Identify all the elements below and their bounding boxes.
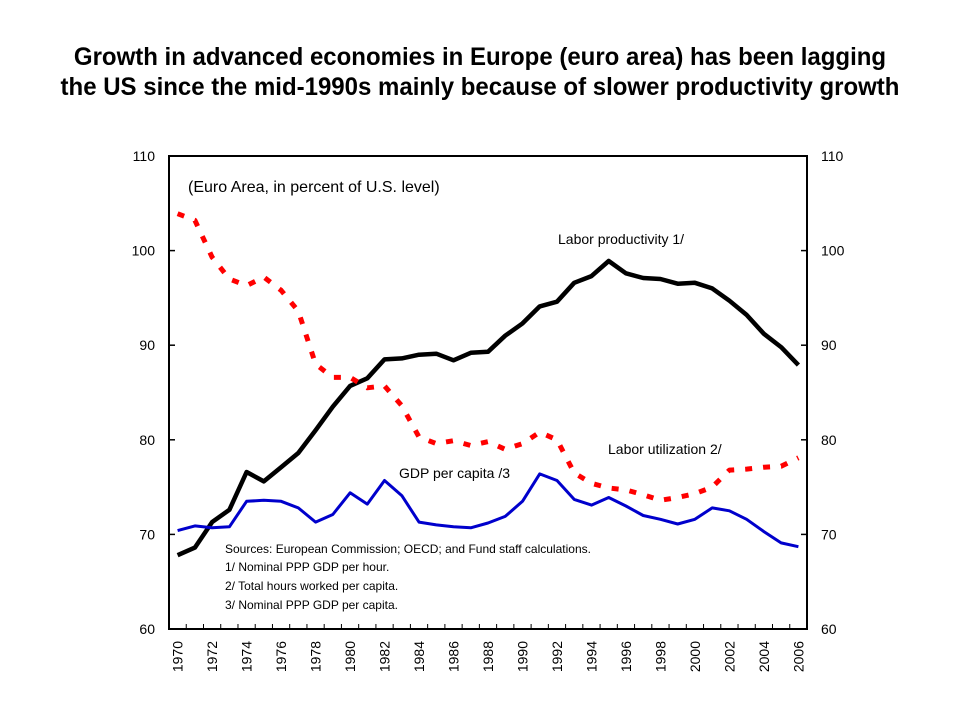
x-tick-label: 1970 [170, 641, 186, 672]
x-tick-label: 1984 [411, 641, 427, 672]
x-tick-label: 1980 [342, 641, 358, 672]
note-1: 1/ Nominal PPP GDP per hour. [225, 560, 389, 574]
x-tick-label: 2006 [790, 641, 806, 672]
plot-frame [168, 155, 808, 630]
x-tick-label: 1986 [446, 641, 462, 672]
x-tick-label: 2004 [756, 641, 772, 672]
y-tick-label-left: 80 [139, 432, 155, 448]
y-tick-label-left: 100 [132, 243, 156, 259]
x-tick-label: 1982 [377, 641, 393, 672]
series-line-labor-utilization-2 [176, 211, 800, 503]
notes: Sources: European Commission; OECD; and … [225, 542, 591, 612]
y-tick-label-left: 70 [139, 526, 155, 542]
series-line-gdp-per-capita-3 [177, 472, 799, 549]
x-tick-label: 1976 [273, 641, 289, 672]
note-2: 2/ Total hours worked per capita. [225, 579, 398, 593]
axes: 60 60 70 70 80 80 90 90 100 100 110 110 1970 1972 1974… [132, 148, 845, 672]
series-layer [176, 211, 801, 558]
y-tick-label-left: 110 [133, 148, 156, 164]
x-tick-label: 1978 [308, 641, 324, 672]
y-tick-label-left: 90 [139, 337, 155, 353]
x-tick-label: 2000 [687, 641, 703, 672]
x-tick-label: 1994 [583, 641, 599, 672]
label-gdp-per-capita: GDP per capita /3 [399, 465, 510, 481]
chart-subtitle: (Euro Area, in percent of U.S. level) [188, 179, 440, 196]
x-tick-label: 1972 [204, 641, 220, 672]
label-labor-productivity: Labor productivity 1/ [558, 231, 684, 247]
x-tick-label: 1996 [618, 641, 634, 672]
y-tick-label-right: 90 [821, 337, 837, 353]
note-sources: Sources: European Commission; OECD; and … [225, 542, 591, 556]
series-line-labor-productivity-1 [176, 258, 801, 558]
note-3: 3/ Nominal PPP GDP per capita. [225, 598, 398, 612]
x-tick-label: 1992 [549, 641, 565, 672]
label-labor-utilization: Labor utilization 2/ [608, 441, 722, 457]
y-tick-label-right: 60 [821, 621, 837, 637]
x-tick-label: 2002 [721, 641, 737, 672]
x-tick-label: 1990 [514, 641, 530, 672]
x-tick-label: 1974 [239, 641, 255, 672]
y-tick-label-right: 80 [821, 432, 837, 448]
y-tick-label-right: 70 [821, 526, 837, 542]
y-tick-label-right: 110 [821, 148, 844, 164]
x-tick-label: 1988 [480, 641, 496, 672]
chart-title: Growth in advanced economies in Europe (… [60, 43, 900, 101]
y-tick-label-right: 100 [821, 243, 845, 259]
x-tick-label: 1998 [652, 641, 668, 672]
y-tick-label-left: 60 [139, 621, 155, 637]
